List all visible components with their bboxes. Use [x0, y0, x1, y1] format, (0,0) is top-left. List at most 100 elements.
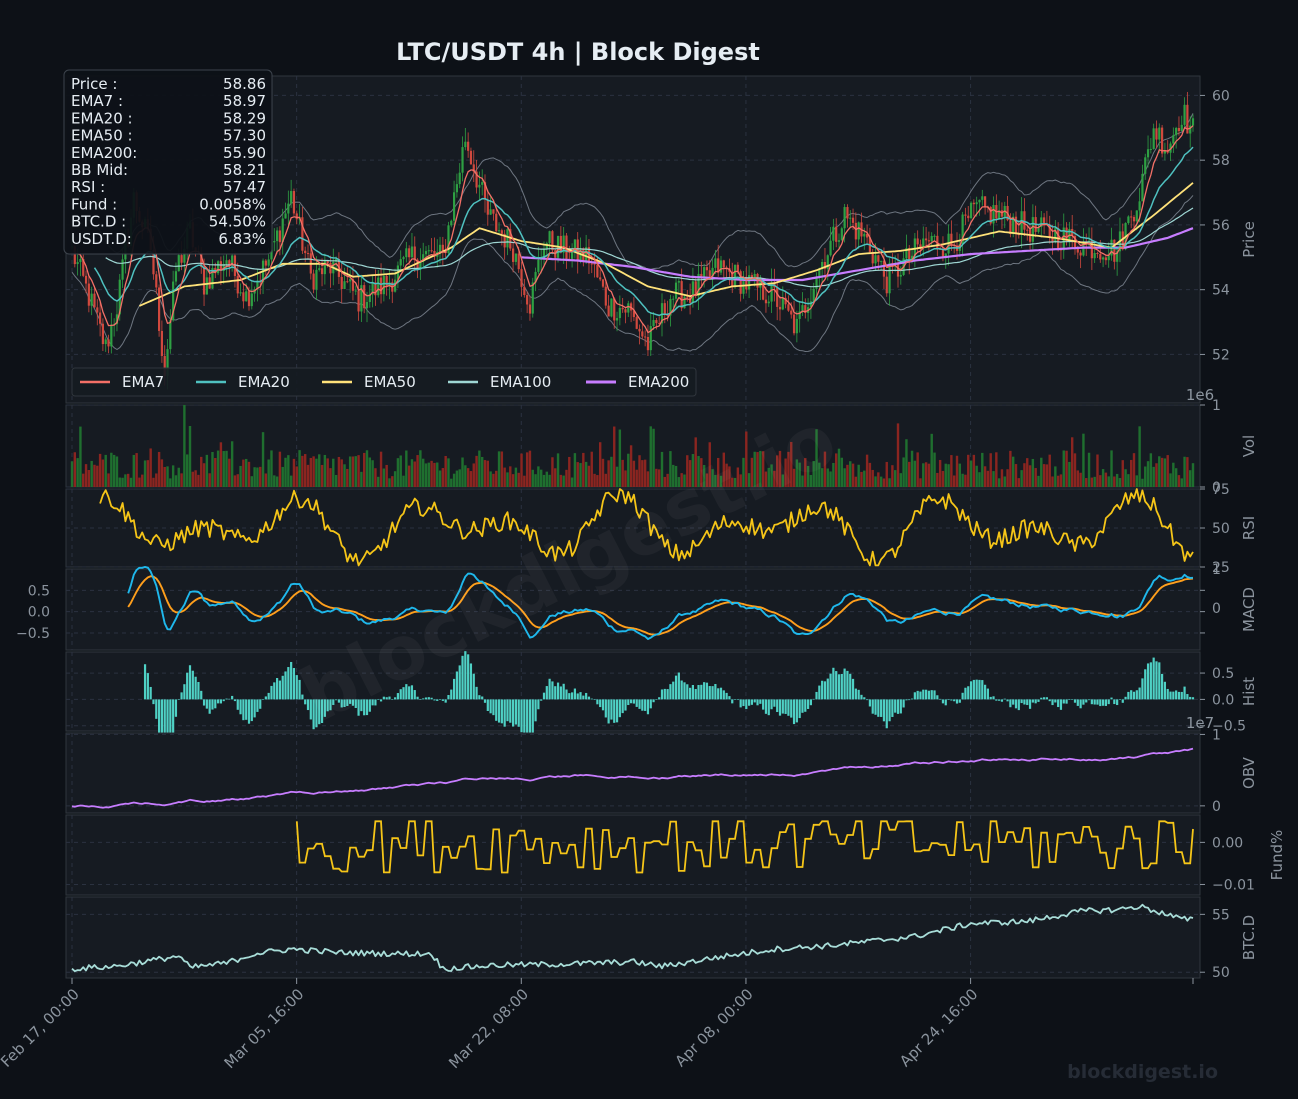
volume-bar — [281, 466, 284, 487]
info-value: 58.29 — [223, 109, 266, 127]
hist-bar — [891, 699, 894, 717]
hist-bar — [295, 675, 298, 700]
hist-bar — [764, 699, 768, 714]
candle-body — [542, 249, 546, 258]
hist-bar — [998, 699, 1001, 701]
hist-bar — [1017, 699, 1020, 711]
candle-body — [703, 267, 706, 278]
hist-bar — [708, 686, 711, 700]
y-tick-label: 0 — [1212, 480, 1221, 496]
volume-bar — [1191, 463, 1195, 487]
hist-bar — [644, 699, 647, 711]
volume-bar — [556, 453, 560, 487]
candle-body — [708, 270, 711, 277]
volume-bar — [815, 429, 818, 487]
hist-bar — [377, 699, 380, 700]
volume-bar — [1127, 474, 1130, 487]
volume-bar — [590, 451, 593, 487]
hist-bar — [1079, 699, 1082, 709]
volume-bar — [708, 442, 711, 487]
volume-bar — [986, 470, 990, 487]
volume-bar — [773, 470, 776, 487]
volume-bar — [315, 458, 318, 487]
volume-bar — [733, 477, 737, 487]
volume-bar — [947, 464, 950, 487]
candle-body — [885, 276, 888, 294]
y-tick-label: 50 — [1212, 965, 1230, 981]
volume-bar — [997, 478, 1001, 487]
y-axis-label: Vol — [1240, 435, 1258, 457]
volume-bar — [436, 462, 439, 487]
candle-body — [874, 255, 877, 264]
candle-body — [433, 251, 436, 257]
volume-bar — [365, 450, 369, 487]
volume-bar — [180, 473, 183, 487]
candle-body — [467, 141, 470, 151]
volume-bar — [627, 453, 630, 487]
hist-bar — [902, 699, 905, 708]
y-tick-label: 0.5 — [1212, 666, 1234, 682]
hist-bar — [865, 699, 869, 701]
candle-body — [1101, 257, 1105, 260]
hist-bar — [989, 696, 992, 700]
volume-bar — [407, 465, 411, 487]
candle-body — [180, 255, 183, 263]
hist-bar — [638, 699, 641, 709]
candle-body — [1099, 254, 1102, 260]
volume-bar — [264, 473, 268, 487]
volume-bar — [79, 426, 82, 487]
candle-body — [669, 298, 672, 316]
y-tick-label: 1 — [1212, 398, 1221, 414]
y-tick-label: 0.0 — [1212, 692, 1234, 708]
volume-bar — [466, 468, 470, 487]
candle-body — [969, 202, 973, 219]
candle-body — [256, 280, 259, 290]
volume-bar — [185, 454, 189, 487]
info-value: 57.47 — [223, 178, 266, 196]
y-axis-label: Fund% — [1268, 830, 1286, 881]
candle-body — [888, 262, 891, 294]
candle-body — [607, 305, 610, 317]
candle-body — [225, 260, 228, 264]
y-tick-label: 0.00 — [1212, 835, 1243, 851]
hist-bar — [410, 685, 414, 700]
volume-bar — [261, 432, 265, 487]
hist-bar — [961, 692, 964, 700]
candle-body — [801, 305, 804, 312]
hist-bar — [486, 699, 489, 711]
panel-frame-macd — [65, 568, 1201, 651]
hist-bar — [669, 684, 672, 700]
candle-body — [770, 282, 773, 302]
volume-bar — [447, 458, 450, 487]
candle-body — [290, 191, 293, 204]
volume-bar — [652, 428, 655, 487]
volume-bar — [992, 471, 995, 487]
hist-bar — [1183, 686, 1186, 700]
candle-body — [1051, 236, 1054, 243]
candle-body — [177, 255, 180, 272]
hist-bar — [829, 673, 832, 700]
candle-body — [419, 261, 422, 269]
hist-bar — [419, 699, 422, 700]
hist-bar — [969, 681, 973, 700]
hist-bar — [711, 686, 714, 700]
volume-bar — [214, 457, 217, 487]
candle-body — [967, 215, 970, 219]
volume-bar — [301, 455, 304, 487]
hist-bar — [332, 699, 335, 705]
candle-body — [455, 184, 459, 193]
candle-body — [1026, 229, 1029, 231]
volume-bar — [506, 472, 509, 487]
volume-bar — [1003, 476, 1006, 487]
hist-bar — [843, 668, 846, 700]
candle-body — [107, 339, 110, 347]
candle-body — [385, 275, 388, 286]
hist-bar — [635, 699, 638, 707]
volume-bar — [253, 467, 256, 487]
legend-label: EMA50 — [364, 373, 416, 391]
volume-bar — [455, 470, 459, 487]
hist-bar — [697, 684, 700, 700]
volume-bar — [292, 458, 296, 487]
volume-bar — [303, 454, 307, 487]
